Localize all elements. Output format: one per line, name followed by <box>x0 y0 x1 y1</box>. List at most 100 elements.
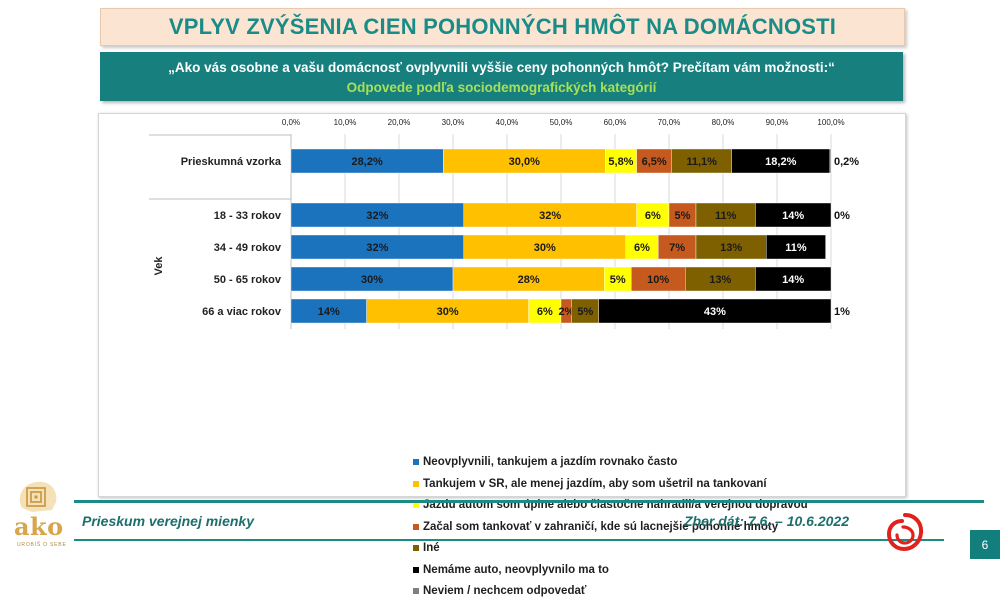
bar-segment <box>766 234 826 260</box>
data-label: 5% <box>675 210 691 222</box>
data-label: 11% <box>715 210 737 222</box>
data-label: 28,2% <box>352 156 383 168</box>
bar-segment <box>598 298 832 324</box>
page-title: VPLYV ZVÝŠENIA CIEN POHONNÝCH HMÔT NA DO… <box>100 8 905 46</box>
data-label: 6,5% <box>642 156 667 168</box>
data-label: 32% <box>366 242 388 254</box>
legend-swatch <box>413 523 419 530</box>
data-label: 18,2% <box>765 156 796 168</box>
legend-swatch <box>413 459 419 465</box>
x-tick-label: 60,0% <box>604 118 627 127</box>
legend-item: Iné <box>413 541 440 555</box>
data-collection-date: Zber dát: 7.6. – 10.6.2022 <box>684 513 849 529</box>
legend-label: Neovplyvnili, tankujem a jazdím rovnako … <box>423 456 678 468</box>
data-label: 5% <box>610 274 626 286</box>
brand-swirl-icon <box>886 513 924 552</box>
data-label: 0% <box>834 210 850 222</box>
group-label-vek: Vek <box>153 256 165 276</box>
data-label: 14% <box>318 306 340 318</box>
data-label: 30% <box>361 274 383 286</box>
stacked-bar-chart: 0,0% 10,0% 20,0% 30,0% 40,0% 50,0% 60,0% 70,0% 8… <box>149 118 859 329</box>
footer-underline <box>74 539 944 541</box>
legend-label: Začal som tankovať v zahraničí, kde sú l… <box>423 520 779 533</box>
x-tick-label: 80,0% <box>712 118 735 127</box>
data-label: 6% <box>537 306 553 318</box>
data-label: 1% <box>834 306 850 318</box>
data-label: 32% <box>366 210 388 222</box>
bar-segment <box>631 266 686 292</box>
ako-logo-icon <box>19 481 57 512</box>
legend-label: Neviem / nechcem odpovedať <box>423 585 587 597</box>
bar-segment <box>604 266 632 292</box>
legend-label: Tankujem v SR, ale menej jazdím, aby som… <box>423 477 767 490</box>
category-label: 66 a viac rokov <box>202 306 282 318</box>
x-tick-label: 90,0% <box>766 118 789 127</box>
bar-segment <box>695 202 756 228</box>
bar-segment <box>290 298 367 324</box>
data-label: 14% <box>782 210 804 222</box>
data-label: 5,8% <box>608 156 633 168</box>
category-label: 34 - 49 rokov <box>214 242 282 254</box>
legend-item: Začal som tankovať v zahraničí, kde sú l… <box>413 520 778 534</box>
logo-wordmark: ako <box>14 512 64 541</box>
x-tick-label: 40,0% <box>496 118 519 127</box>
x-tick-label: 10,0% <box>334 118 357 127</box>
legend-swatch <box>413 480 419 487</box>
bar-segment <box>463 202 637 228</box>
bar-segment <box>605 148 637 174</box>
data-label: 2% <box>558 306 574 318</box>
bar-segment <box>658 234 697 260</box>
footer-divider <box>74 500 984 503</box>
legend-label: Nemáme auto, neovplyvnilo ma to <box>423 563 609 576</box>
legend-swatch <box>413 502 419 508</box>
data-label: 10% <box>647 274 669 286</box>
question-banner: „Ako vás osobne a vašu domácnosť ovplyvn… <box>100 52 903 101</box>
data-label: 0,2% <box>834 156 859 168</box>
legend-swatch <box>413 545 419 551</box>
data-label: 30% <box>437 306 459 318</box>
data-label: 6% <box>645 210 661 222</box>
data-label: 32% <box>539 210 561 222</box>
data-label: 14% <box>782 274 804 286</box>
bar-segment <box>366 298 529 324</box>
data-label: 28% <box>518 274 540 286</box>
data-label: 30% <box>534 242 556 254</box>
legend-item: Tankujem v SR, ale menej jazdím, aby som… <box>413 477 767 491</box>
bar-segment <box>755 266 832 292</box>
x-tick-label: 20,0% <box>388 118 411 127</box>
bar-segment <box>528 298 562 324</box>
x-tick-label: 30,0% <box>442 118 465 127</box>
category-label: 50 - 65 rokov <box>214 274 282 286</box>
bar-segment <box>463 234 626 260</box>
data-label: 13% <box>720 242 742 254</box>
bar-segment <box>625 234 659 260</box>
chart-panel: 0,0% 10,0% 20,0% 30,0% 40,0% 50,0% 60,0% 70,0% 8… <box>98 113 906 597</box>
data-label: 13% <box>709 274 731 286</box>
bar-segment <box>685 266 756 292</box>
bar-segment <box>755 202 832 228</box>
survey-label: Prieskum verejnej mienky <box>82 513 254 529</box>
bar-segment <box>290 266 454 292</box>
x-tick-label: 70,0% <box>658 118 681 127</box>
bar-segment <box>290 202 465 228</box>
legend-item: Neviem / nechcem odpovedať <box>413 584 586 598</box>
legend-swatch <box>413 566 419 573</box>
legend-swatch <box>413 588 419 594</box>
data-label: 43% <box>704 306 726 318</box>
bar-segment <box>290 234 465 260</box>
x-tick-label: 100,0% <box>817 118 844 127</box>
bar-segment <box>668 202 697 228</box>
subtitle-text: Odpovede podľa sociodemografických kateg… <box>346 80 657 95</box>
category-label: Prieskumná vzorka <box>181 156 282 168</box>
x-tick-label: 0,0% <box>282 118 300 127</box>
bar-segment <box>636 202 670 228</box>
x-tick-label: 50,0% <box>550 118 573 127</box>
data-label: 7% <box>669 242 685 254</box>
bar-segment <box>731 148 831 174</box>
question-text: „Ako vás osobne a vašu domácnosť ovplyvn… <box>168 60 835 75</box>
data-label: 5% <box>577 306 593 318</box>
bar-segment <box>695 234 767 260</box>
category-label: 18 - 33 rokov <box>214 210 282 222</box>
data-label: 30,0% <box>509 156 540 168</box>
bar-segment <box>671 148 732 174</box>
